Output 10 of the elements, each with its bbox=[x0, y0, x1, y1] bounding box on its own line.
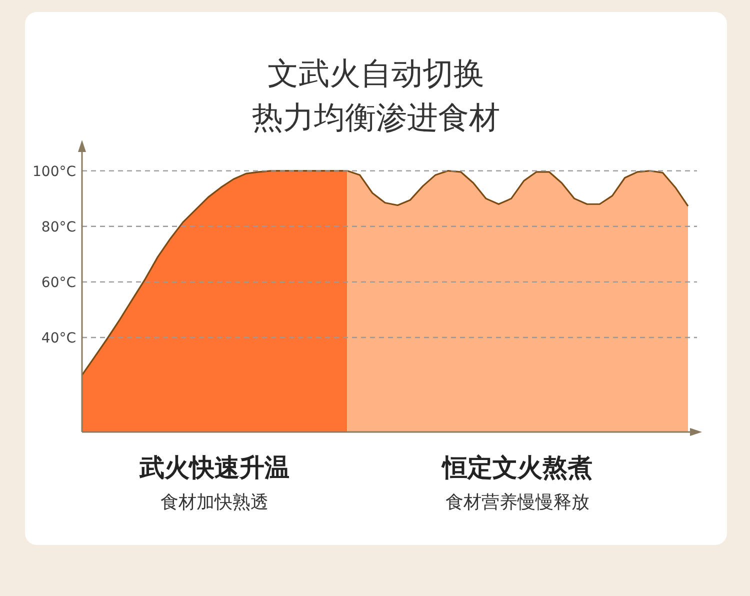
text: 武火快速升温 bbox=[138, 453, 290, 482]
chart-title: 文武火自动切换 bbox=[268, 56, 484, 92]
y-tick-label: 40°C bbox=[41, 330, 76, 347]
y-tick-label: 60°C bbox=[41, 274, 76, 291]
y-tick-label: 80°C bbox=[41, 219, 76, 236]
y-tick-label: 100°C bbox=[32, 164, 76, 180]
text: 恒定文火熬煮 bbox=[440, 453, 593, 482]
text: 食材营养慢慢释放 bbox=[446, 492, 590, 513]
text: 食材加快熟透 bbox=[160, 492, 269, 513]
chart-subtitle: 热力均衡渗进食材 bbox=[252, 100, 500, 136]
